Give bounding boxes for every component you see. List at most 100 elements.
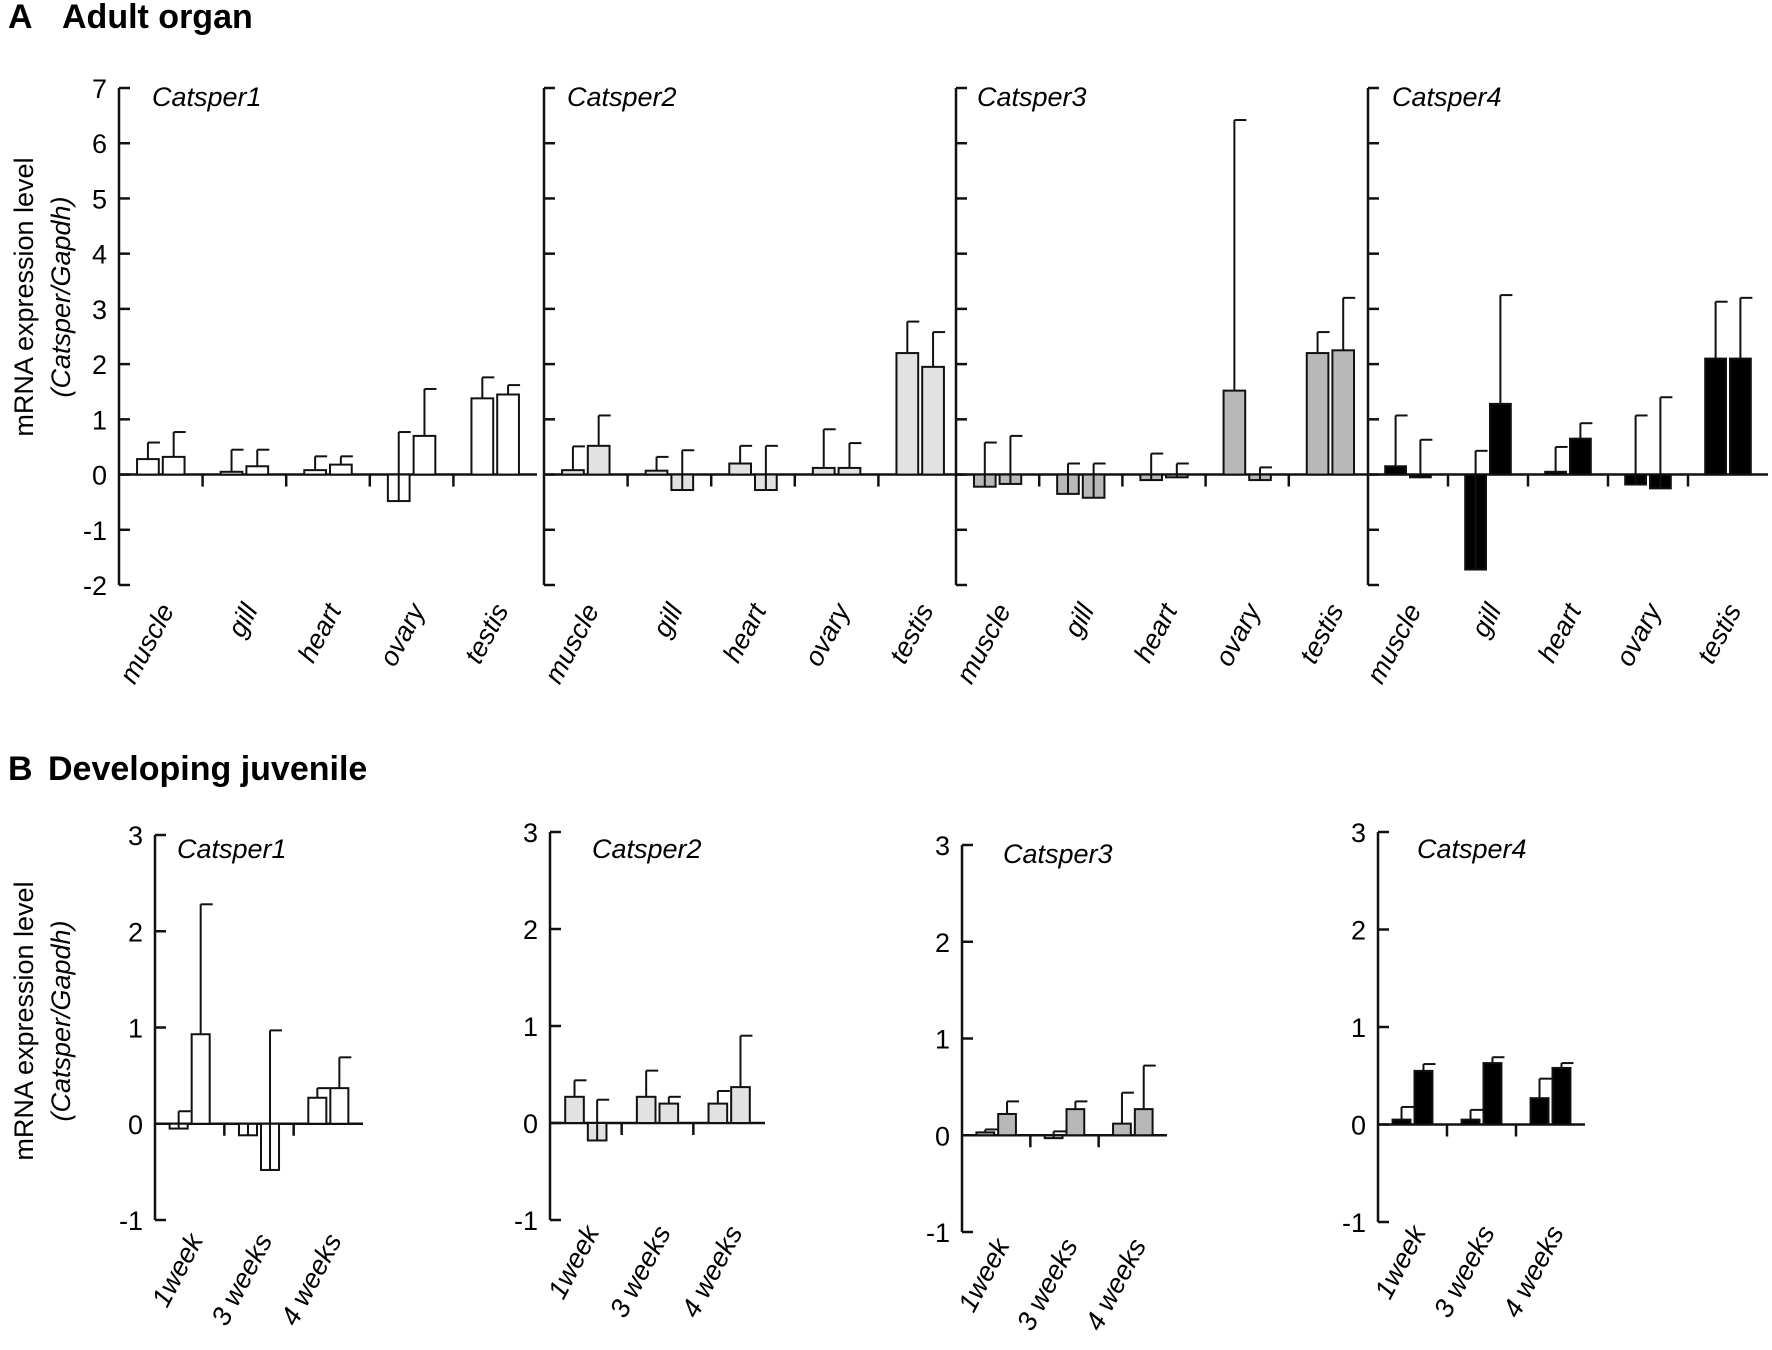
bar (1482, 1062, 1503, 1126)
bar (1544, 470, 1567, 476)
y-tick-label: 1 (1351, 1013, 1366, 1043)
y-tick-label: 2 (128, 917, 143, 947)
y-tick-label: -2 (83, 571, 107, 601)
bar (307, 1096, 328, 1125)
bar (412, 434, 437, 476)
bar (329, 463, 353, 476)
bar (329, 1087, 350, 1125)
gene-label: Catsper2 (567, 82, 677, 112)
bar (1384, 465, 1407, 476)
category-label: 1week (952, 1232, 1016, 1316)
y-tick-label: -1 (119, 1206, 143, 1236)
y-tick-label: 5 (92, 184, 107, 214)
bar (564, 1095, 585, 1125)
category-label: muscle (950, 599, 1017, 689)
category-label: ovary (373, 597, 431, 671)
y-tick-label: 3 (128, 821, 143, 851)
bar (728, 462, 752, 476)
bar (975, 1131, 996, 1137)
y-tick-label: -1 (514, 1206, 538, 1236)
panel-a-ylabel-line1: mRNA expression level (9, 157, 39, 436)
panel-a-letter: A (8, 0, 33, 36)
bar (921, 365, 945, 476)
category-label: testis (458, 599, 514, 669)
category-label: heart (1128, 597, 1184, 667)
panel-b-header: B Developing juvenile (8, 750, 367, 788)
category-label: ovary (798, 597, 856, 671)
y-tick-label: 0 (523, 1109, 538, 1139)
panel-b-ylabel-line1: mRNA expression level (9, 881, 39, 1160)
bar (895, 352, 920, 476)
y-tick-label: -1 (926, 1218, 950, 1248)
gene-label: Catsper4 (1417, 834, 1527, 864)
gene-label: Catsper1 (177, 834, 287, 864)
bar (658, 1102, 680, 1124)
bar (811, 466, 836, 476)
y-tick-label: 1 (128, 1014, 143, 1044)
panel-b-ylabel-line2: (Catsper/Gapdh) (46, 920, 76, 1121)
category-label: muscle (113, 599, 180, 689)
bar (1704, 357, 1727, 476)
bar (1133, 1108, 1154, 1137)
panel-a-header: A Adult organ (8, 0, 253, 36)
subplot-a-catsper1: -2 -1 0 1 2 3 4 5 6 7 Catsper1 muscle gill heart ovary… (83, 74, 537, 688)
bar (190, 1033, 211, 1125)
category-label: testis (883, 599, 939, 669)
bar (161, 455, 186, 476)
category-label: 3 weeks (604, 1221, 677, 1323)
category-label: 3 weeks (205, 1229, 278, 1331)
category-label: ovary (1209, 597, 1267, 671)
bar (586, 444, 611, 476)
subplot-a-catsper2: Catsper2 muscle gill heart ovary testis (538, 82, 962, 688)
category-label: 1week (146, 1227, 210, 1311)
category-label: 4 weeks (1497, 1221, 1570, 1323)
bar (470, 397, 495, 476)
y-tick-label: 1 (92, 405, 107, 435)
y-tick-label: 0 (1351, 1111, 1366, 1141)
y-tick-label: 3 (92, 295, 107, 325)
y-tick-label: 0 (92, 461, 107, 491)
panel-b-letter: B (8, 750, 33, 788)
gene-label: Catsper4 (1392, 82, 1502, 112)
category-label: testis (1691, 599, 1747, 669)
gene-label: Catsper3 (1003, 839, 1113, 869)
category-label: gill (1465, 598, 1507, 642)
y-tick-label: -1 (1342, 1208, 1366, 1238)
bar (1413, 1069, 1434, 1126)
y-tick-label: 2 (1351, 916, 1366, 946)
bar (837, 466, 862, 476)
panel-a-title: Adult organ (62, 0, 253, 36)
bar (496, 393, 520, 476)
bar (1305, 352, 1330, 476)
bar (1065, 1108, 1086, 1137)
bar (644, 469, 669, 476)
bar (1489, 402, 1512, 476)
bar (245, 465, 270, 476)
subplot-a-catsper3: Catsper3 muscle gill heart ovary testis (950, 82, 1372, 688)
bar (997, 1112, 1017, 1137)
bar (1222, 389, 1247, 476)
subplots: -2 -1 0 1 2 3 4 5 6 7 Catsper1 muscle gill heart ovary… (83, 74, 1768, 1335)
gene-label: Catsper1 (152, 82, 262, 112)
y-tick-label: 4 (92, 240, 107, 270)
y-tick-label: 2 (523, 915, 538, 945)
category-label: heart (717, 597, 773, 667)
y-tick-label: 6 (92, 129, 107, 159)
category-label: 3 weeks (1428, 1221, 1501, 1323)
gene-label: Catsper2 (592, 834, 702, 864)
panel-b-title: Developing juvenile (48, 750, 367, 788)
bar (1460, 1118, 1481, 1126)
y-tick-label: 3 (1351, 818, 1366, 848)
y-tick-label: 1 (523, 1012, 538, 1042)
y-tick-label: 1 (935, 1025, 950, 1055)
panel-a-ylabel-line2: (Catsper/Gapdh) (46, 196, 76, 397)
gene-label: Catsper3 (977, 82, 1087, 112)
y-tick-label: 7 (92, 74, 107, 104)
category-label: heart (1532, 597, 1588, 667)
category-label: ovary (1610, 597, 1668, 671)
bar (1529, 1097, 1550, 1126)
category-label: testis (1294, 599, 1350, 669)
category-label: 1week (542, 1219, 606, 1303)
